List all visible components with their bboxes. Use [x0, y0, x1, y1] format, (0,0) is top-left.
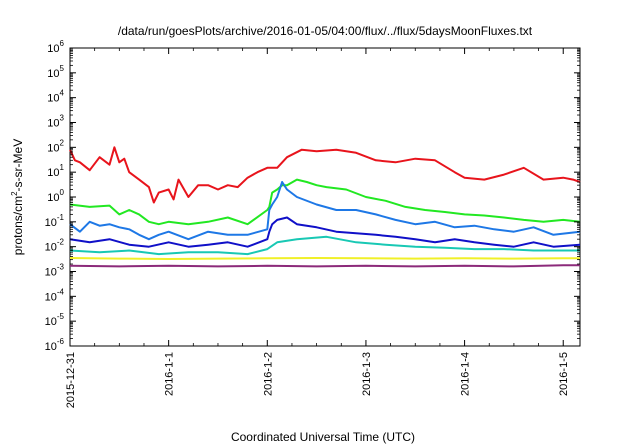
series-line-2: [69, 181, 581, 241]
y-tick-label-base: 10: [47, 192, 59, 204]
x-tick-label: 2016-1-4: [460, 352, 472, 396]
chart-title: /data/run/goesPlots/archive/2016-01-05/0…: [118, 24, 533, 38]
x-tick-label: 2016-1-1: [164, 352, 176, 396]
plot-border: [69, 47, 581, 347]
x-tick-label: 2016-1-3: [361, 352, 373, 396]
y-tick-label-base: 10: [45, 316, 57, 328]
x-axis-label: Coordinated Universal Time (UTC): [231, 430, 415, 444]
y-tick-label-base: 10: [45, 267, 57, 279]
y-tick-label: 10-1: [45, 213, 65, 229]
y-tick-label-base: 10: [47, 142, 59, 154]
y-tick-label: 10-4: [45, 287, 65, 303]
y-tick-label: 105: [47, 64, 64, 80]
y-tick-label: 10-2: [45, 238, 65, 254]
series-line-3: [69, 216, 581, 248]
y-tick-label-base: 10: [45, 341, 57, 353]
y-axis-label-sup: 2: [10, 191, 19, 196]
y-tick-label-base: 10: [45, 217, 57, 229]
series-layer: [69, 146, 581, 268]
series-line-0: [69, 146, 581, 204]
series-line-6: [69, 264, 580, 268]
y-tick-label: 106: [47, 39, 64, 55]
y-tick-label-exp: -1: [57, 213, 65, 222]
y-axis: 10-610-510-410-310-210-11001011021031041…: [45, 39, 580, 353]
y-tick-label-exp: 4: [60, 89, 65, 98]
y-tick-label-base: 10: [47, 43, 59, 55]
y-tick-label-exp: -2: [57, 238, 65, 247]
y-tick-label: 103: [47, 114, 64, 130]
plot-frame: [69, 47, 581, 347]
y-tick-label-exp: -5: [57, 312, 65, 321]
x-tick-label: 2016-1-2: [262, 352, 274, 396]
y-tick-label-exp: 5: [60, 64, 65, 73]
x-axis: 2015-12-31 2016-1-1 2016-1-2 2016-1-3 2016-1…: [65, 48, 570, 408]
y-axis-label-prefix: protons/cm: [11, 196, 25, 255]
y-tick-label-exp: 6: [60, 39, 65, 48]
y-tick-label-base: 10: [45, 291, 57, 303]
y-tick-label-base: 10: [47, 167, 59, 179]
y-tick-label: 100: [47, 188, 64, 204]
x-tick-label: 2015-12-31: [65, 352, 77, 408]
y-tick-label-exp: -4: [57, 287, 65, 296]
series-line-4: [69, 235, 580, 256]
y-tick-label-exp: 2: [60, 138, 65, 147]
y-tick-label-exp: 0: [60, 188, 65, 197]
y-tick-label: 10-5: [45, 312, 65, 328]
y-tick-label: 101: [47, 163, 64, 179]
y-tick-label: 102: [47, 138, 64, 154]
y-tick-label-exp: -3: [57, 263, 65, 272]
y-tick-label-base: 10: [47, 68, 59, 80]
y-tick-label-base: 10: [45, 242, 57, 254]
y-tick-label: 10-3: [45, 263, 65, 279]
y-tick-label: 104: [47, 89, 64, 105]
y-tick-label-base: 10: [47, 118, 59, 130]
series-line-5: [69, 257, 580, 260]
y-tick-label-exp: 3: [60, 114, 65, 123]
x-tick-label: 2016-1-5: [558, 352, 570, 396]
y-tick-label-exp: 1: [60, 163, 65, 172]
y-tick-label-base: 10: [47, 93, 59, 105]
y-tick-label-exp: -6: [57, 337, 65, 346]
y-tick-label: 10-6: [45, 337, 65, 353]
y-axis-label-suffix: -s-sr-MeV: [11, 139, 25, 192]
y-axis-label: protons/cm2-s-sr-MeV: [10, 139, 25, 255]
